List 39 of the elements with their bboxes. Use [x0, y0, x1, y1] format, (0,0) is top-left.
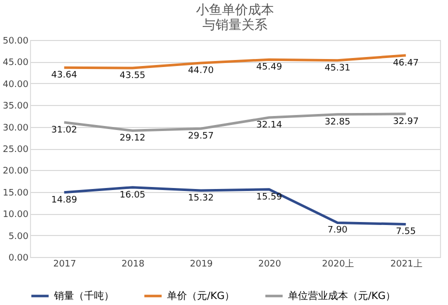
- x-tick-label: 2017: [53, 260, 76, 270]
- data-label: 46.47: [392, 58, 419, 68]
- y-tick-label: 25.00: [2, 145, 29, 155]
- data-label: 14.89: [51, 195, 78, 206]
- x-tick-label: 2019: [190, 260, 214, 270]
- data-label: 29.12: [120, 134, 146, 144]
- data-label: 44.70: [188, 66, 214, 76]
- data-label: 32.85: [324, 117, 350, 128]
- data-label: 45.31: [324, 63, 350, 74]
- x-tick-label: 2020上: [322, 258, 354, 270]
- data-label: 32.14: [256, 120, 282, 131]
- y-tick-label: 15.00: [2, 188, 29, 198]
- legend-label: 单位营业成本（元/KG）: [288, 290, 396, 302]
- x-tick-label: 2021上: [390, 258, 422, 270]
- y-tick-label: 45.00: [2, 58, 29, 68]
- y-tick-label: 10.00: [2, 210, 29, 220]
- data-label: 7.55: [396, 227, 416, 238]
- y-tick-label: 40.00: [2, 80, 29, 90]
- data-label: 15.32: [188, 194, 214, 204]
- data-label: 15.59: [256, 192, 282, 202]
- data-label: 32.97: [392, 116, 419, 127]
- data-label: 31.02: [51, 125, 78, 136]
- y-tick-label: 35.00: [2, 102, 29, 112]
- data-label: 7.90: [327, 226, 348, 236]
- y-tick-label: 20.00: [2, 166, 29, 177]
- y-tick-label: 0.00: [8, 254, 29, 264]
- x-tick-label: 2018: [122, 260, 145, 270]
- data-label: 29.57: [188, 132, 214, 142]
- y-tick-label: 50.00: [2, 36, 29, 46]
- data-label: 43.55: [120, 70, 146, 81]
- y-tick-label: 5.00: [8, 232, 29, 242]
- data-label: 16.05: [120, 190, 146, 200]
- data-label: 45.49: [256, 62, 282, 73]
- chart-title: 小鱼单价成本与销量关系: [196, 3, 274, 33]
- x-tick-label: 2020: [258, 260, 282, 270]
- data-label: 43.64: [51, 70, 78, 81]
- y-tick-label: 30.00: [2, 123, 29, 134]
- legend-label: 销量（千吨）: [53, 290, 114, 302]
- legend-label: 单价（元/KG）: [167, 290, 235, 302]
